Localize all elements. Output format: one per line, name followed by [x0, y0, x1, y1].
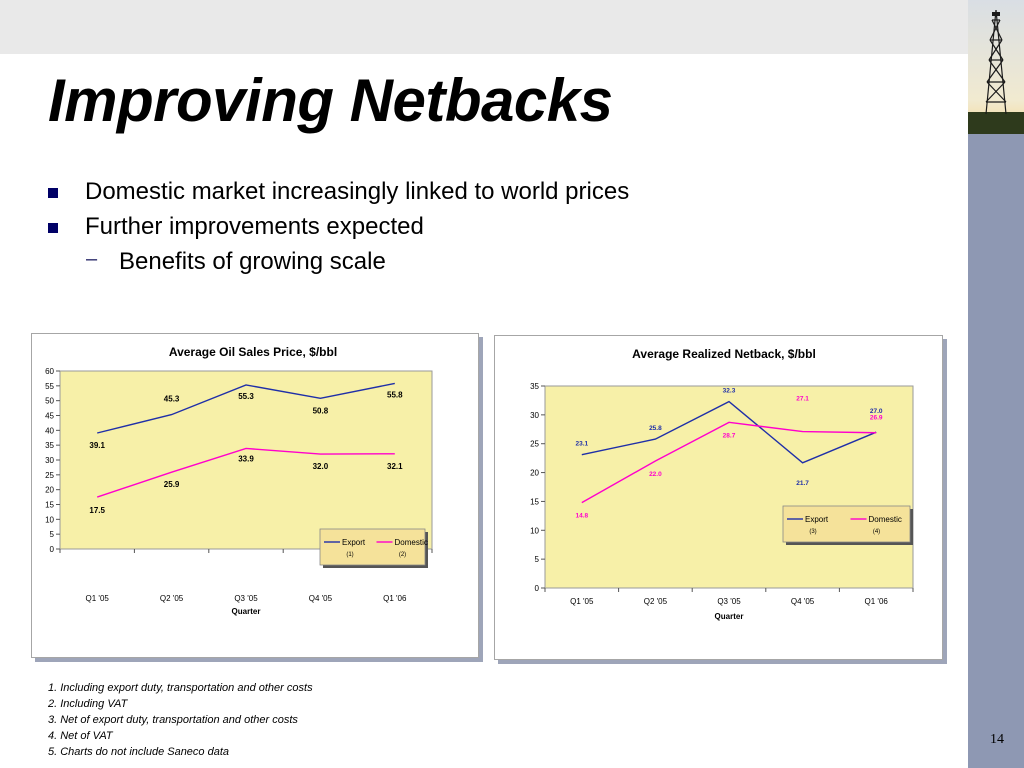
- y-tick-label: 10: [45, 515, 54, 524]
- y-tick-label: 35: [530, 382, 539, 391]
- data-label: 33.9: [238, 454, 254, 463]
- data-label: 39.1: [89, 441, 105, 450]
- data-label: 55.3: [238, 392, 254, 401]
- x-tick-label: Q2 '05: [644, 597, 668, 606]
- y-tick-label: 5: [50, 530, 55, 539]
- y-tick-label: 0: [50, 545, 55, 554]
- data-label: 32.0: [313, 462, 329, 471]
- y-tick-label: 20: [45, 486, 54, 495]
- footnote: 1. Including export duty, transportation…: [48, 682, 313, 694]
- legend-label: Domestic: [395, 538, 428, 547]
- legend-note: (1): [346, 552, 353, 558]
- data-label: 14.8: [575, 513, 588, 520]
- square-bullet-icon: [48, 188, 58, 198]
- y-tick-label: 0: [535, 584, 540, 593]
- x-tick-label: Q1 '05: [86, 594, 110, 603]
- data-label: 50.8: [313, 406, 329, 415]
- y-tick-label: 30: [45, 456, 54, 465]
- y-tick-label: 20: [530, 469, 539, 478]
- y-tick-label: 45: [45, 412, 54, 421]
- y-tick-label: 15: [530, 497, 539, 506]
- square-bullet-icon: [48, 223, 58, 233]
- x-axis-title: Quarter: [715, 612, 744, 621]
- footnote: 3. Net of export duty, transportation an…: [48, 714, 298, 726]
- x-tick-label: Q4 '05: [791, 597, 815, 606]
- y-tick-label: 50: [45, 397, 54, 406]
- y-tick-label: 25: [530, 440, 539, 449]
- footnotes: 1. Including export duty, transportation…: [48, 682, 313, 762]
- x-tick-label: Q1 '06: [383, 594, 407, 603]
- footnote: 4. Net of VAT: [48, 730, 113, 742]
- series-line-export: [581, 400, 877, 464]
- plot-area: [59, 370, 433, 550]
- data-label: 32.3: [723, 388, 736, 395]
- footnote: 5. Charts do not include Saneco data: [48, 746, 230, 758]
- y-tick-label: 25: [45, 471, 54, 480]
- slide-title: Improving Netbacks: [48, 67, 613, 134]
- bullet-text: Domestic market increasingly linked to w…: [85, 178, 630, 205]
- plot-area: [544, 385, 914, 589]
- data-label: 26.9: [870, 415, 883, 422]
- dash-bullet-icon: –: [86, 248, 98, 270]
- legend-box: [319, 528, 426, 566]
- data-label: 22.0: [649, 471, 662, 478]
- legend-note: (2): [399, 552, 406, 558]
- chart-title: Average Oil Sales Price, $/bbl: [169, 345, 337, 359]
- sub-bullet-text: Benefits of growing scale: [119, 248, 386, 275]
- data-label: 21.7: [796, 480, 809, 487]
- realized-netback-chart-svg: Average Realized Netback, $/bbl 0 5 10 15 20 2…: [530, 347, 914, 621]
- data-label: 23.1: [575, 441, 588, 448]
- oil-sales-price-chart-svg: Average Oil Sales Price, $/bbl 0 5 10 15 20 25…: [45, 345, 433, 616]
- bullet-text: Further improvements expected: [85, 213, 424, 240]
- data-label: 27.1: [796, 396, 809, 403]
- data-label: 17.5: [89, 506, 105, 515]
- realized-netback-chart: Average Realized Netback, $/bbl 0 5 10 15 20 2…: [494, 335, 943, 660]
- data-label: 28.7: [723, 432, 736, 439]
- x-tick-label: Q4 '05: [309, 594, 333, 603]
- legend-note: (4): [873, 529, 880, 535]
- top-band: [0, 0, 968, 54]
- series-line-domestic: [96, 447, 395, 498]
- x-tick-label: Q3 '05: [717, 597, 741, 606]
- y-tick-label: 15: [45, 501, 54, 510]
- chart-title: Average Realized Netback, $/bbl: [632, 347, 816, 361]
- oil-sales-price-chart: Average Oil Sales Price, $/bbl 0 5 10 15 20 25…: [31, 333, 479, 658]
- y-tick-label: 40: [45, 426, 54, 435]
- data-label: 25.8: [649, 425, 662, 432]
- y-tick-label: 35: [45, 441, 54, 450]
- series-line-export: [97, 382, 395, 434]
- data-label: 27.0: [870, 408, 883, 415]
- y-tick-label: 30: [530, 411, 539, 420]
- page-number: 14: [990, 732, 1004, 747]
- data-label: 25.9: [164, 480, 180, 489]
- data-label: 45.3: [164, 395, 180, 404]
- data-label: 32.1: [387, 462, 403, 471]
- oil-derrick-photo: [968, 0, 1024, 134]
- legend-label: Export: [805, 515, 829, 524]
- footnote: 2. Including VAT: [48, 698, 128, 710]
- x-tick-label: Q2 '05: [160, 594, 184, 603]
- y-tick-label: 55: [45, 382, 54, 391]
- y-tick-label: 10: [530, 526, 539, 535]
- y-tick-label: 60: [45, 367, 54, 376]
- legend-note: (3): [809, 529, 816, 535]
- data-label: 55.8: [387, 390, 403, 399]
- x-tick-label: Q3 '05: [234, 594, 258, 603]
- x-axis-title: Quarter: [232, 607, 261, 616]
- series-line-domestic: [581, 421, 877, 504]
- x-tick-label: Q1 '06: [865, 597, 889, 606]
- legend-label: Domestic: [869, 515, 902, 524]
- legend-label: Export: [342, 538, 366, 547]
- x-tick-label: Q1 '05: [570, 597, 594, 606]
- legend-box: [782, 505, 911, 543]
- y-tick-label: 5: [535, 555, 540, 564]
